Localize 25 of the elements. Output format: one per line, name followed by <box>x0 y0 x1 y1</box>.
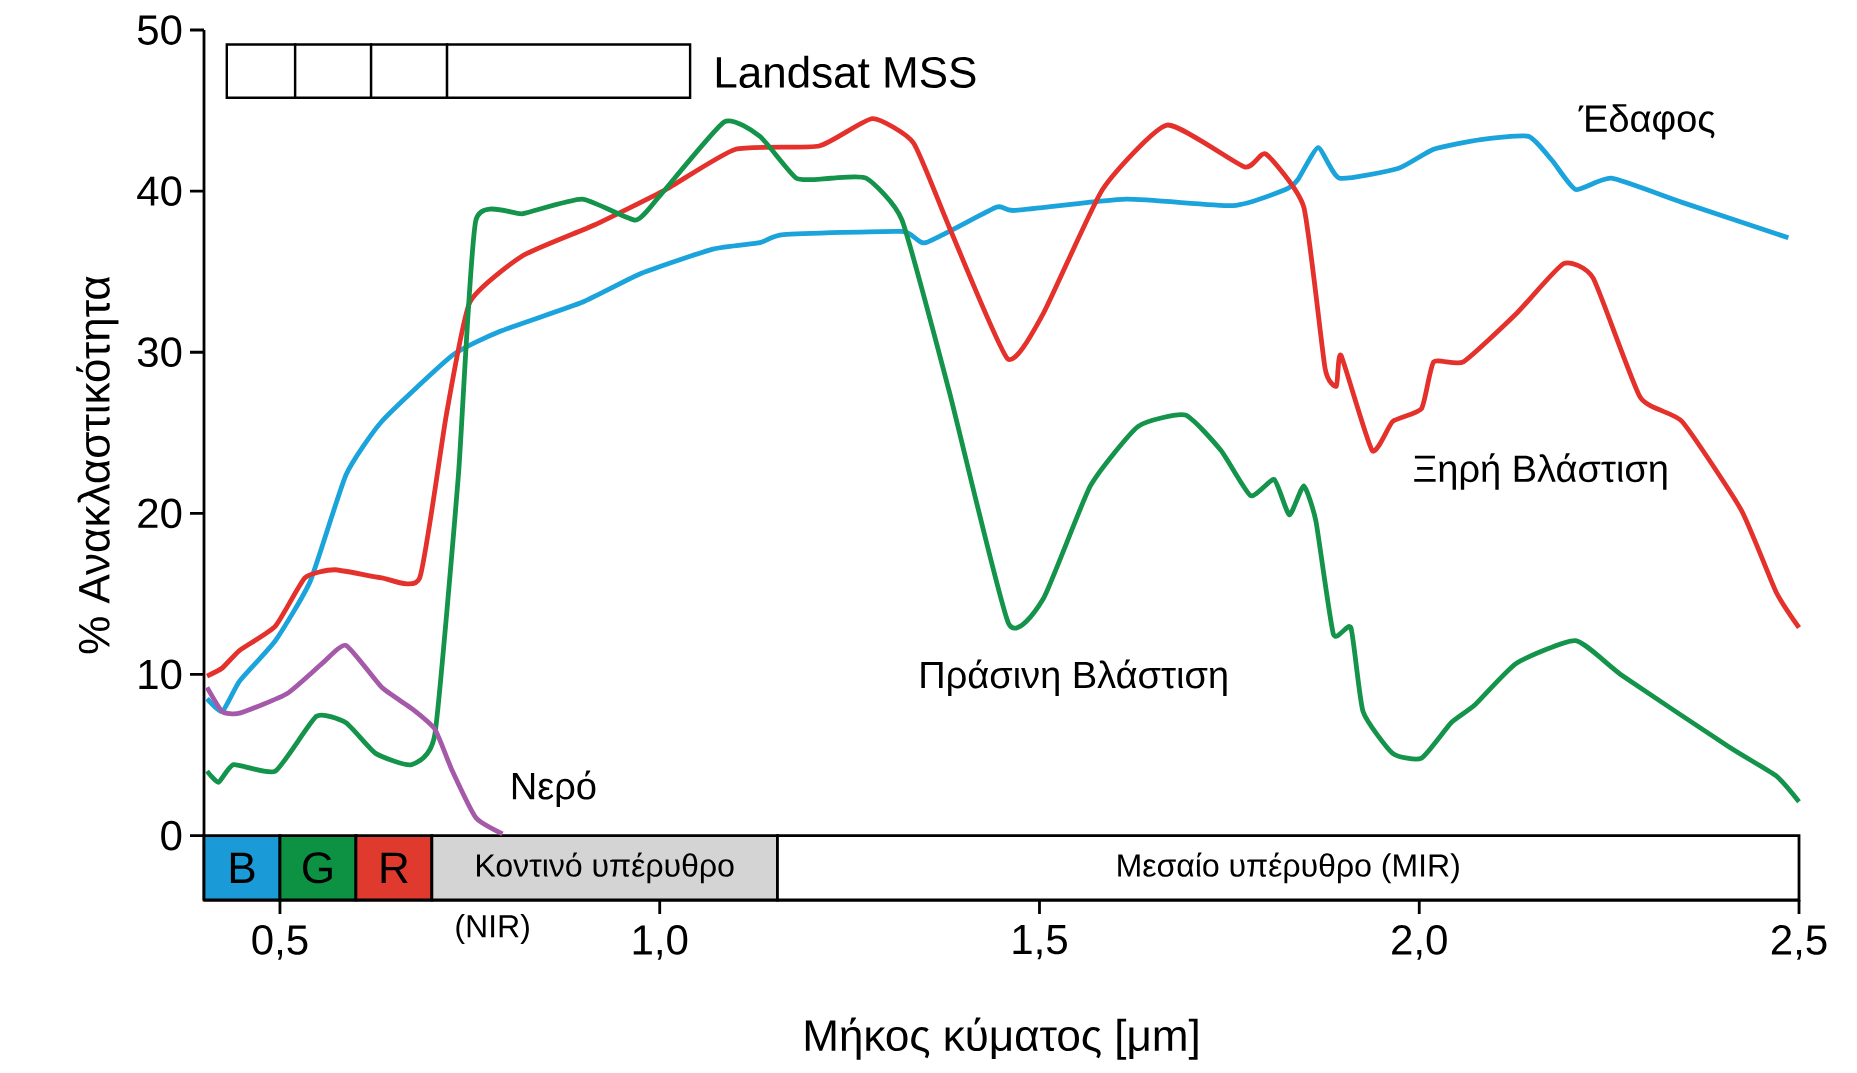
y-tick-label: 30 <box>137 337 182 368</box>
y-tick-label: 50 <box>137 15 182 45</box>
line-series <box>204 643 505 837</box>
band-label: B <box>230 852 255 883</box>
band-label: Κοντινό υπέρυθρο <box>477 852 734 884</box>
x-axis-title: Μήκος κύματος [μm] <box>805 1017 1198 1060</box>
y-tick-label: 40 <box>137 176 182 206</box>
series-label: Πράσινη Βλάστιση <box>921 659 1227 696</box>
x-tick-label: 1,5 <box>1013 925 1067 960</box>
band-label: G <box>303 852 332 884</box>
band-label: Μεσαίο υπέρυθρο (MIR) <box>1118 852 1459 884</box>
band-label: R <box>381 852 408 883</box>
x-tick-label: 1,0 <box>633 925 688 960</box>
x-tick-label: 2,0 <box>1392 925 1447 960</box>
series-label: Έδαφος <box>1578 104 1715 140</box>
y-axis-title: % Ανακλαστικότητα <box>76 276 119 654</box>
x-tick-label: 0,5 <box>252 925 308 960</box>
y-tick-label: 10 <box>139 659 182 690</box>
y-tick-label: 20 <box>138 498 182 529</box>
y-tick-label: 0 <box>161 820 182 851</box>
series-label: Ξηρή Βλάστιση <box>1414 453 1667 490</box>
text: (NIR) <box>456 914 529 944</box>
series-label: Νερό <box>512 770 596 808</box>
x-tick-label: 2,5 <box>1771 925 1827 960</box>
annotation: Landsat MSS <box>716 55 976 89</box>
